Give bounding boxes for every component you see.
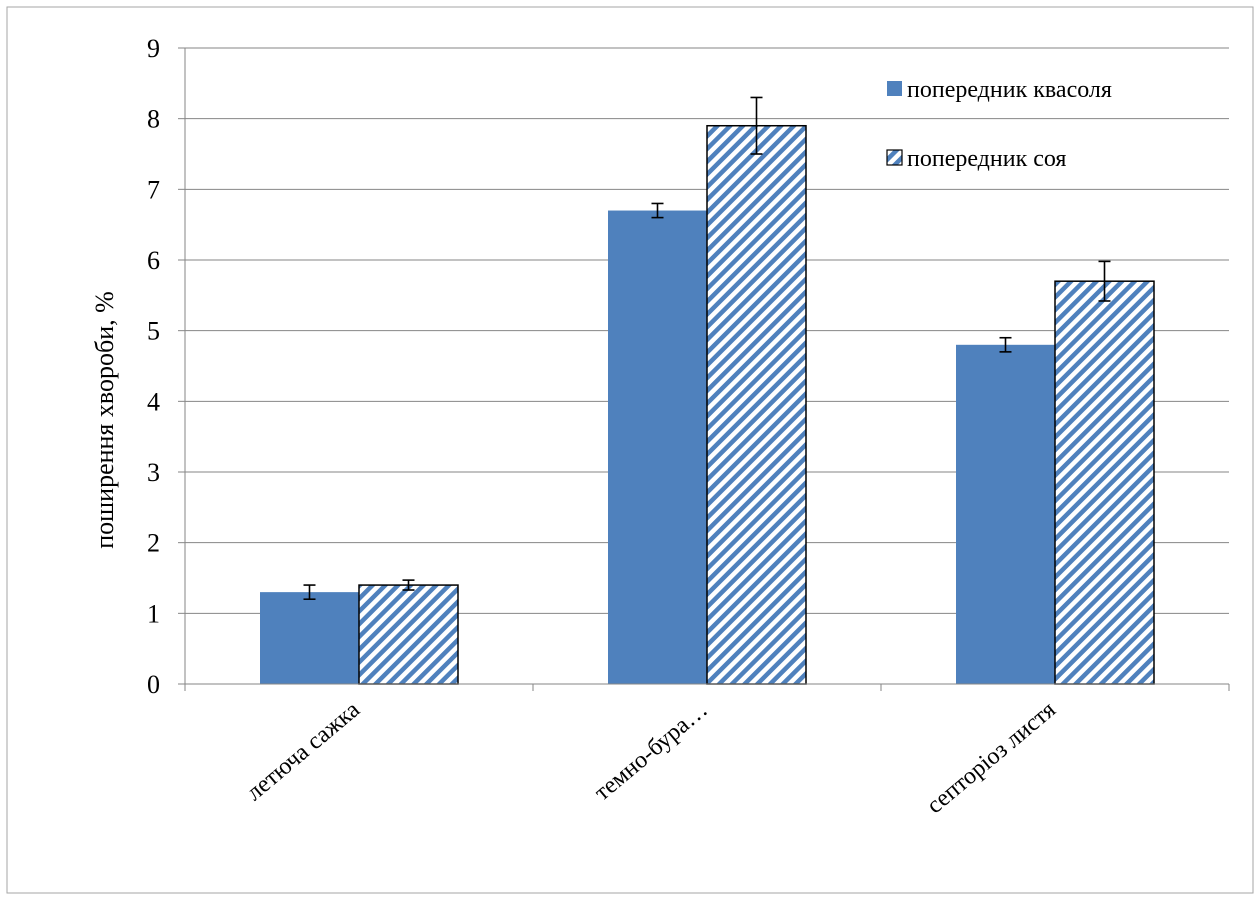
axes: [178, 47, 1230, 691]
bar: [1054, 280, 1155, 685]
y-axis-title: поширення хвороби, %: [90, 291, 119, 549]
bar: [956, 344, 1055, 684]
y-tick-label: 5: [147, 317, 160, 346]
bar: [260, 592, 359, 684]
legend-swatch: [887, 81, 902, 96]
bar: [706, 124, 807, 685]
bar: [358, 584, 459, 685]
y-tick-label: 6: [147, 246, 160, 275]
y-tick-label: 7: [147, 175, 160, 204]
legend-label: попередник квасоля: [907, 77, 1112, 103]
legend-label: попередник соя: [907, 146, 1066, 172]
bar: [608, 210, 707, 685]
y-tick-label: 8: [147, 105, 160, 134]
y-tick-label: 1: [147, 599, 160, 628]
legend: попередник квасоля попередник соя: [886, 77, 1112, 172]
legend-swatch: [886, 149, 903, 166]
y-tick-label: 9: [147, 34, 160, 63]
y-tick-label: 2: [147, 529, 160, 558]
bars: [260, 96, 1155, 685]
y-tick-label: 3: [147, 458, 160, 487]
y-tick-label: 0: [147, 670, 160, 699]
y-tick-label: 4: [147, 387, 160, 416]
